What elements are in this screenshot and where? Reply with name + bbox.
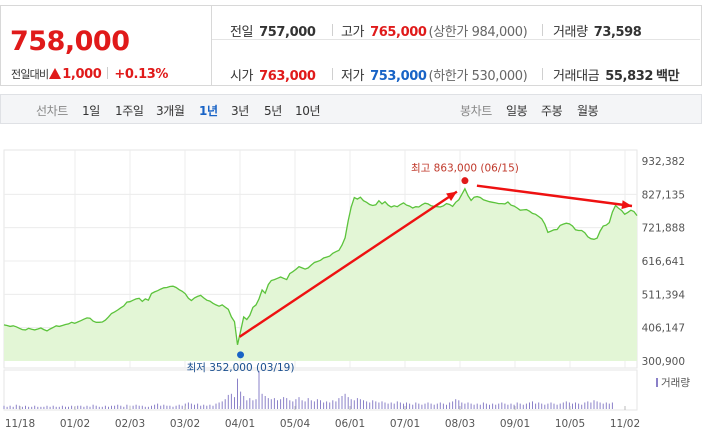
tab-1-year[interactable]: 1년 bbox=[199, 104, 218, 118]
y-tick-label: 721,888 bbox=[642, 223, 685, 235]
x-tick-label: 11/18 bbox=[5, 418, 35, 430]
x-tick-label: 10/05 bbox=[555, 418, 585, 430]
tab-weekly-candle[interactable]: 주봉 bbox=[541, 104, 563, 118]
volume-label: 거래량 bbox=[553, 25, 588, 40]
trend-arrow-head bbox=[446, 191, 457, 201]
x-tick-label: 08/03 bbox=[445, 418, 475, 430]
change-label: 전일대비 bbox=[11, 68, 49, 81]
x-tick-label: 05/04 bbox=[280, 418, 311, 430]
y-tick-label: 511,394 bbox=[642, 289, 686, 301]
line-chart-label: 선차트 bbox=[36, 104, 68, 118]
y-tick-label: 827,135 bbox=[642, 189, 685, 201]
low-annotation: 최저 352,000 (03/19) bbox=[187, 362, 295, 374]
prev-close-label: 전일 bbox=[230, 25, 254, 40]
trend-arrow-line bbox=[476, 184, 633, 208]
upper-limit-value: 984,000 bbox=[471, 25, 523, 40]
trend-arrow-line bbox=[238, 190, 458, 338]
tab-3-months[interactable]: 3개월 bbox=[156, 104, 185, 118]
tab-monthly-candle[interactable]: 월봉 bbox=[577, 104, 599, 118]
y-tick-label: 932,382 bbox=[642, 156, 685, 168]
open-label: 시가 bbox=[230, 69, 254, 84]
change-row: 전일대비 1,000 +0.13% bbox=[11, 63, 168, 82]
upper-limit-label: 상한가 bbox=[433, 25, 468, 40]
turnover-stat: 거래대금 55,832 백만 bbox=[553, 65, 680, 84]
candle-chart-label: 봉차트 bbox=[460, 104, 492, 118]
triangle-up-icon bbox=[49, 68, 62, 79]
x-tick-label: 04/01 bbox=[225, 418, 255, 430]
price-line bbox=[3, 187, 638, 345]
divider bbox=[542, 24, 543, 36]
tab-1-day[interactable]: 1일 bbox=[82, 104, 100, 118]
lower-limit-label: 하한가 bbox=[433, 69, 468, 84]
x-tick-label: 11/02 bbox=[610, 418, 640, 430]
x-tick-label: 06/01 bbox=[335, 418, 365, 430]
change-amount: 1,000 bbox=[62, 67, 102, 82]
low-stat: 저가 753,000 (하한가 530,000) bbox=[341, 69, 528, 84]
turnover-unit: 백만 bbox=[656, 69, 680, 84]
x-tick-label: 07/01 bbox=[390, 418, 420, 430]
tab-10-years[interactable]: 10년 bbox=[295, 104, 321, 118]
tab-3-years[interactable]: 3년 bbox=[231, 104, 249, 118]
quote-panel: 758,000 전일대비 1,000 +0.13% bbox=[0, 5, 702, 86]
tab-1-week[interactable]: 1주일 bbox=[115, 104, 144, 118]
volume-value: 73,598 bbox=[593, 25, 642, 40]
low-value: 753,000 bbox=[370, 69, 427, 84]
y-tick-label: 300,900 bbox=[642, 356, 685, 368]
lower-limit-value: 530,000 bbox=[471, 69, 523, 84]
divider bbox=[332, 24, 333, 36]
price-box: 758,000 전일대비 1,000 +0.13% bbox=[1, 6, 212, 85]
prev-close-value: 757,000 bbox=[259, 25, 316, 40]
divider bbox=[107, 67, 109, 79]
trend-arrow-head bbox=[621, 200, 632, 210]
tab-5-years[interactable]: 5년 bbox=[264, 104, 282, 118]
tab-daily-candle[interactable]: 일봉 bbox=[506, 104, 528, 118]
change-percent: +0.13% bbox=[114, 67, 168, 82]
price-area-fill bbox=[4, 188, 637, 361]
x-tick-label: 02/03 bbox=[115, 418, 145, 430]
y-tick-label: 616,641 bbox=[642, 256, 685, 268]
high-marker bbox=[461, 177, 469, 185]
prev-close-stat: 전일 757,000 bbox=[230, 21, 316, 40]
high-value: 765,000 bbox=[370, 25, 427, 40]
turnover-value: 55,832 bbox=[605, 69, 654, 84]
low-label: 저가 bbox=[341, 69, 365, 84]
high-annotation: 최고 863,000 (06/15) bbox=[411, 163, 519, 175]
volume-stat: 거래량 73,598 bbox=[553, 21, 642, 40]
x-tick-label: 09/01 bbox=[500, 418, 530, 430]
current-price: 758,000 bbox=[10, 26, 130, 57]
divider bbox=[542, 68, 543, 80]
y-tick-label: 406,147 bbox=[642, 323, 685, 335]
volume-legend-swatch bbox=[656, 378, 658, 387]
low-marker bbox=[237, 351, 245, 359]
high-label: 고가 bbox=[341, 25, 365, 40]
volume-legend-label: 거래량 bbox=[661, 377, 690, 389]
open-stat: 시가 763,000 bbox=[230, 65, 316, 84]
divider bbox=[212, 39, 700, 40]
chart-period-tabs: 선차트 1일 1주일 3개월 1년 3년 5년 10년 봉차트 일봉 주봉 월봉 bbox=[0, 94, 702, 124]
high-stat: 고가 765,000 (상한가 984,000) bbox=[341, 25, 528, 40]
open-value: 763,000 bbox=[259, 69, 316, 84]
divider bbox=[332, 68, 333, 80]
x-tick-label: 01/02 bbox=[60, 418, 90, 430]
turnover-label: 거래대금 bbox=[553, 69, 600, 84]
x-tick-label: 03/02 bbox=[170, 418, 200, 430]
